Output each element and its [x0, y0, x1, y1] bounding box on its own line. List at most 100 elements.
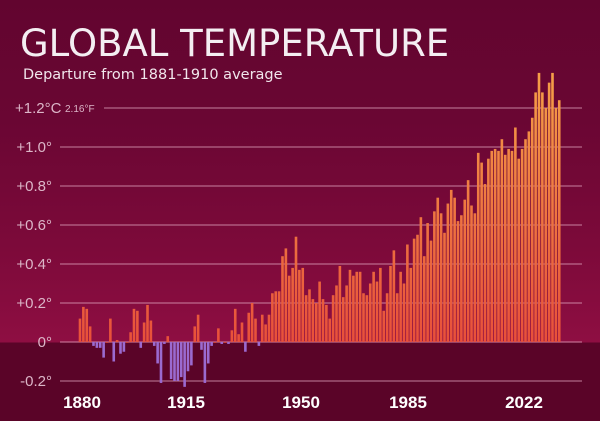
bar-1990 — [449, 189, 453, 342]
y-axis-ticks: +1.2°C 2.16°F +1.0° +0.8° +0.6° +0.4° +0.2° 0° -… — [15, 100, 95, 390]
bar-1896 — [132, 308, 136, 342]
bar-1917 — [203, 342, 207, 383]
x-tick-label: 1985 — [389, 393, 427, 412]
bar-1881 — [82, 306, 85, 342]
x-tick-label: 1880 — [63, 393, 101, 412]
bar-2004 — [497, 150, 500, 342]
bar-1891 — [115, 340, 119, 342]
bar-1897 — [136, 310, 139, 342]
bar-1941 — [284, 248, 288, 342]
bar-1975 — [399, 271, 402, 342]
bar-1938 — [274, 291, 278, 342]
bar-2015 — [534, 92, 537, 343]
bar-1981 — [419, 217, 423, 342]
bar-1971 — [385, 293, 389, 342]
x-tick-label: 2022 — [505, 393, 543, 412]
bar-1895 — [129, 332, 132, 342]
bar-1880 — [78, 318, 82, 342]
bar-1894 — [125, 342, 129, 343]
bar-1900 — [146, 304, 149, 342]
bars — [78, 72, 561, 387]
bar-1932 — [254, 318, 257, 342]
bar-1935 — [264, 324, 267, 342]
bar-1931 — [250, 303, 254, 342]
bar-1930 — [247, 312, 251, 342]
bar-1961 — [352, 275, 355, 342]
bar-1980 — [416, 234, 419, 342]
bar-1984 — [429, 240, 433, 342]
bar-1950 — [314, 303, 318, 342]
bar-1928 — [240, 322, 244, 342]
bar-2008 — [510, 150, 514, 342]
bar-1934 — [260, 314, 264, 342]
bar-1907 — [169, 342, 173, 380]
bar-1955 — [331, 295, 335, 342]
y-tick-label: +0.8° — [16, 178, 52, 195]
bar-1918 — [206, 342, 210, 364]
bar-1901 — [149, 320, 153, 342]
y-tick-label: +0.2° — [16, 295, 52, 312]
bar-1921 — [217, 328, 220, 342]
bar-1882 — [85, 308, 89, 342]
bar-1908 — [173, 342, 176, 381]
y-tick-label: +1.0° — [16, 139, 52, 156]
bar-2005 — [500, 139, 504, 342]
bar-1942 — [287, 275, 291, 342]
bar-1948 — [308, 289, 311, 342]
bar-1996 — [470, 205, 473, 342]
bar-1893 — [122, 342, 126, 352]
bar-1885 — [95, 342, 99, 348]
bar-1924 — [227, 342, 230, 344]
bar-1966 — [368, 283, 372, 342]
bar-1995 — [466, 180, 470, 342]
x-tick-label: 1915 — [167, 393, 205, 412]
bar-1912 — [186, 342, 190, 372]
bar-1960 — [348, 269, 352, 342]
bar-1983 — [426, 223, 429, 342]
bar-1911 — [183, 342, 186, 387]
bar-1909 — [176, 342, 180, 381]
bar-2021 — [554, 108, 558, 342]
bar-1902 — [152, 342, 156, 346]
chart-subtitle: Departure from 1881-1910 average — [23, 67, 283, 83]
bar-2009 — [514, 127, 517, 342]
bar-1972 — [389, 265, 392, 342]
y-tick-label: +1.2°C — [15, 100, 62, 117]
bar-1927 — [237, 334, 240, 342]
bar-1913 — [190, 342, 193, 366]
bar-2016 — [537, 72, 541, 343]
bar-1994 — [463, 199, 467, 342]
bar-1962 — [355, 271, 359, 342]
bar-1967 — [372, 271, 375, 342]
y-tick-label: +0.4° — [16, 256, 52, 273]
bar-1969 — [379, 267, 382, 342]
bar-1993 — [460, 215, 463, 342]
bar-1992 — [456, 221, 460, 342]
bar-1951 — [318, 281, 321, 342]
bar-1946 — [301, 267, 305, 342]
y-tick-label: +0.6° — [16, 217, 52, 234]
bar-2022 — [557, 100, 561, 342]
bar-1906 — [166, 336, 170, 342]
bar-1923 — [223, 342, 227, 343]
bar-1957 — [338, 265, 342, 342]
bar-1944 — [294, 236, 298, 342]
bar-1939 — [277, 291, 281, 342]
bar-1987 — [439, 213, 443, 342]
y-tick-fahrenheit-label: 2.16°F — [65, 104, 95, 115]
bar-1958 — [341, 297, 345, 342]
bar-1916 — [200, 342, 203, 350]
bar-1915 — [196, 314, 200, 342]
bar-1940 — [281, 256, 284, 342]
bar-1887 — [102, 342, 105, 358]
bar-2017 — [541, 92, 544, 343]
bar-1929 — [244, 342, 247, 352]
bar-1904 — [159, 342, 163, 383]
bar-2006 — [503, 154, 507, 342]
bar-2010 — [517, 158, 521, 342]
bar-1910 — [179, 342, 183, 378]
bar-2012 — [524, 139, 527, 342]
bar-1991 — [453, 197, 456, 342]
